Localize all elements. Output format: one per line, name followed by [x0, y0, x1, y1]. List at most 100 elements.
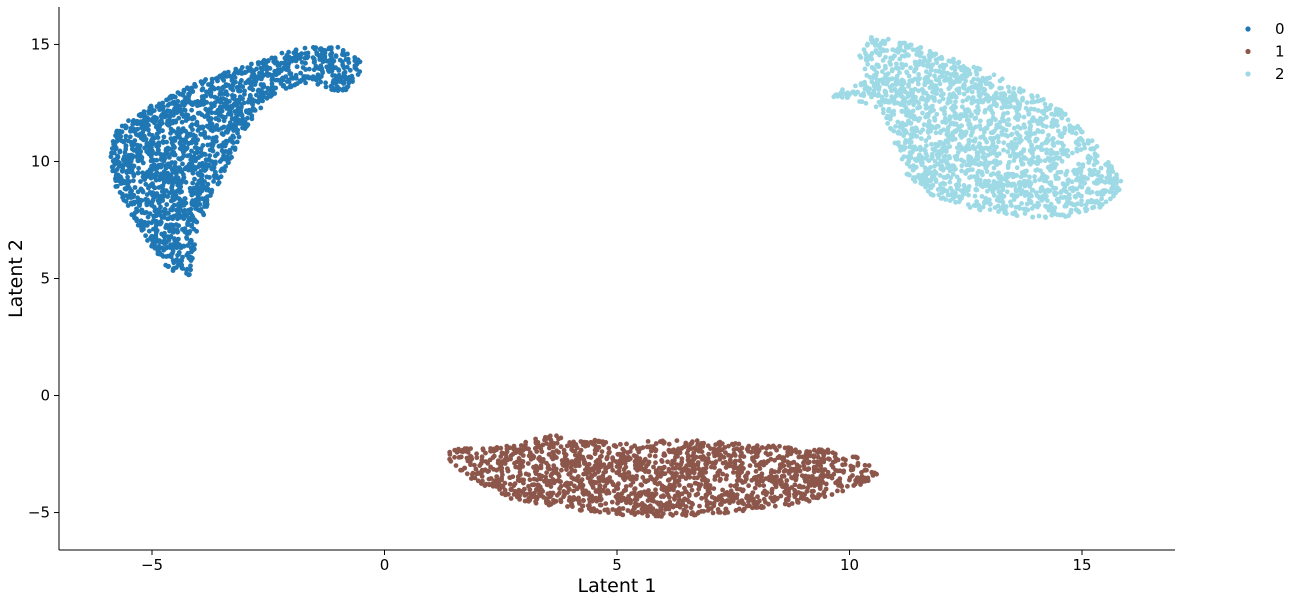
scatter-point	[181, 172, 186, 178]
scatter-point	[840, 456, 846, 462]
scatter-point	[604, 480, 610, 486]
scatter-point	[660, 438, 666, 444]
scatter-point	[246, 107, 252, 113]
scatter-point	[805, 467, 810, 472]
scatter-point	[889, 82, 895, 88]
scatter-point	[874, 37, 880, 43]
scatter-point	[938, 164, 944, 170]
scatter-point	[337, 57, 343, 63]
scatter-point	[623, 484, 629, 489]
scatter-point	[1074, 146, 1080, 152]
scatter-point	[763, 490, 769, 496]
scatter-point	[797, 464, 802, 469]
scatter-point	[752, 485, 758, 491]
scatter-point	[195, 155, 201, 161]
scatter-point	[195, 127, 201, 133]
scatter-point	[190, 180, 196, 186]
scatter-point	[214, 95, 220, 101]
scatter-point	[334, 84, 340, 90]
scatter-point	[952, 136, 958, 142]
scatter-point	[143, 196, 149, 202]
scatter-point	[1015, 124, 1021, 130]
scatter-point	[575, 496, 580, 502]
scatter-point	[909, 149, 915, 155]
scatter-point	[160, 107, 166, 112]
scatter-point	[323, 80, 328, 86]
scatter-point	[672, 477, 678, 483]
scatter-point	[656, 472, 661, 477]
scatter-point	[527, 487, 533, 492]
scatter-point	[275, 67, 281, 73]
scatter-point	[1118, 178, 1124, 184]
scatter-point	[172, 197, 177, 202]
scatter-point	[933, 130, 939, 136]
scatter-point	[204, 174, 210, 180]
scatter-point	[602, 507, 608, 513]
scatter-point	[1047, 188, 1053, 194]
scatter-point	[942, 181, 948, 187]
scatter-point	[778, 493, 784, 499]
scatter-point	[913, 125, 919, 131]
scatter-point	[562, 463, 568, 469]
scatter-point	[980, 147, 985, 153]
scatter-point	[1030, 187, 1036, 193]
scatter-point	[474, 455, 480, 461]
scatter-point	[148, 172, 154, 177]
scatter-point	[293, 47, 299, 53]
scatter-point	[577, 450, 582, 456]
scatter-point	[117, 128, 123, 134]
scatter-point	[192, 176, 197, 182]
scatter-point	[248, 83, 254, 89]
scatter-point	[889, 94, 895, 100]
scatter-point	[688, 483, 694, 489]
scatter-point	[177, 189, 183, 195]
scatter-point	[683, 504, 689, 509]
scatter-point	[131, 154, 136, 160]
scatter-point	[660, 493, 666, 499]
scatter-point	[311, 67, 317, 73]
scatter-point	[930, 89, 935, 95]
scatter-point	[349, 77, 355, 83]
scatter-point	[508, 453, 514, 459]
scatter-point	[768, 456, 774, 462]
scatter-point	[859, 99, 865, 105]
scatter-point	[1032, 178, 1038, 184]
scatter-point	[753, 474, 758, 480]
scatter-point	[763, 499, 768, 505]
scatter-point	[938, 93, 944, 98]
scatter-point	[507, 481, 513, 487]
scatter-point	[342, 69, 348, 75]
scatter-point	[139, 207, 144, 213]
scatter-point	[647, 453, 653, 458]
scatter-point	[1035, 156, 1041, 162]
scatter-point	[578, 507, 583, 513]
scatter-point	[966, 95, 971, 101]
scatter-point	[186, 116, 191, 121]
scatter-point	[853, 83, 858, 89]
scatter-point	[127, 190, 133, 195]
scatter-point	[681, 497, 687, 503]
scatter-point	[171, 128, 176, 134]
scatter-point	[236, 88, 241, 94]
scatter-point	[167, 94, 173, 100]
scatter-point	[1096, 190, 1102, 196]
scatter-point	[216, 143, 222, 149]
scatter-point	[1013, 187, 1019, 192]
scatter-point	[947, 179, 953, 185]
scatter-point	[123, 186, 129, 191]
scatter-point	[249, 113, 255, 119]
scatter-point	[249, 68, 255, 73]
scatter-point	[269, 84, 275, 90]
scatter-point	[1033, 167, 1039, 173]
scatter-point	[318, 79, 323, 85]
scatter-point	[323, 84, 329, 90]
scatter-point	[959, 168, 964, 174]
scatter-point	[973, 136, 978, 142]
scatter-point	[711, 486, 717, 491]
scatter-point	[827, 456, 832, 462]
scatter-point	[999, 105, 1005, 111]
scatter-point	[673, 465, 679, 471]
scatter-point	[357, 59, 363, 65]
scatter-point	[674, 438, 680, 443]
